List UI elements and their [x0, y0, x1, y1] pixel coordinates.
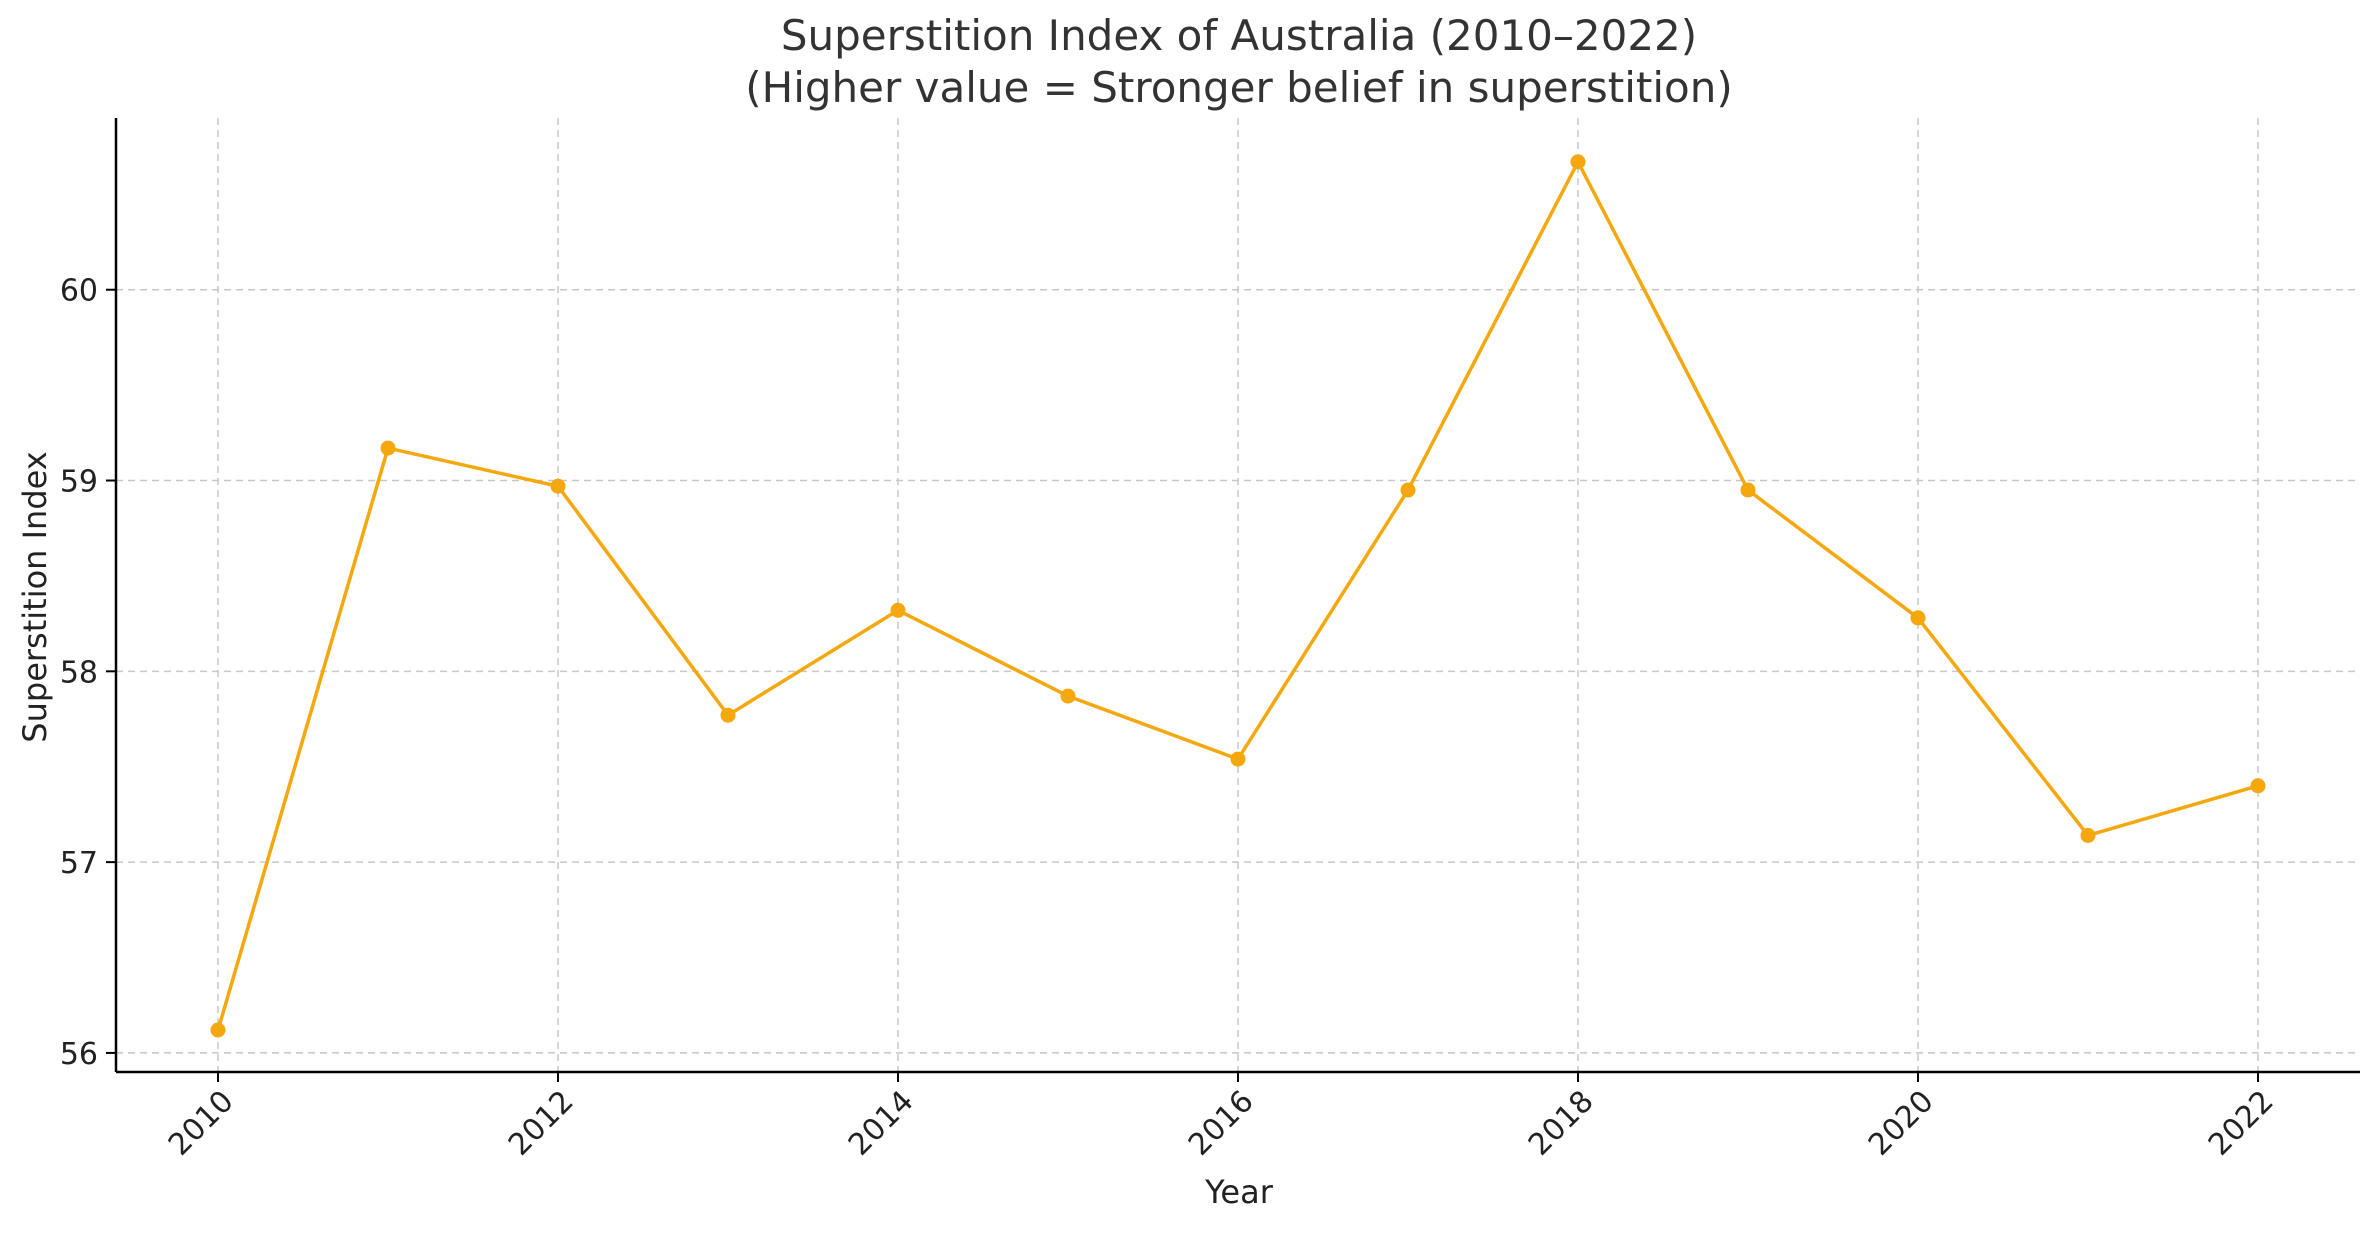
x-tick-label: 2016: [1182, 1084, 1261, 1163]
x-tick-label: 2022: [2202, 1084, 2281, 1163]
y-tick-label: 60: [60, 274, 98, 309]
chart-title-line-2: (Higher value = Stronger belief in super…: [745, 63, 1732, 112]
y-tick-label: 58: [60, 655, 98, 690]
data-point: [550, 478, 566, 494]
x-tick-label: 2010: [162, 1084, 241, 1163]
data-point: [1570, 154, 1586, 170]
data-point: [380, 440, 396, 456]
x-tick-label: 2014: [842, 1084, 921, 1163]
x-tick-label: 2018: [1522, 1084, 1601, 1163]
data-point: [1740, 482, 1756, 498]
x-tick-label: 2012: [502, 1084, 581, 1163]
axes: [106, 118, 2360, 1082]
chart-title-line-1: Superstition Index of Australia (2010–20…: [781, 11, 1697, 60]
y-axis-label: Superstition Index: [16, 451, 54, 742]
x-axis-label: Year: [1204, 1173, 1274, 1211]
x-tick-label: 2020: [1862, 1084, 1941, 1163]
y-tick-label: 56: [60, 1037, 98, 1072]
data-point: [1400, 482, 1416, 498]
data-point: [1060, 688, 1076, 704]
grid: [116, 118, 2360, 1072]
data-point: [720, 707, 736, 723]
y-tick-label: 59: [60, 465, 98, 500]
data-point: [1230, 751, 1246, 767]
data-point: [1910, 610, 1926, 626]
data-point: [2250, 778, 2266, 794]
data-point: [890, 602, 906, 618]
tick-labels: 2010 2012 2014 2016 2018 2020 2022 56 57 58 59 60: [60, 274, 2281, 1163]
data-point: [2080, 827, 2096, 843]
series-layer: [210, 154, 2266, 1038]
y-tick-label: 57: [60, 846, 98, 881]
data-point: [210, 1022, 226, 1038]
